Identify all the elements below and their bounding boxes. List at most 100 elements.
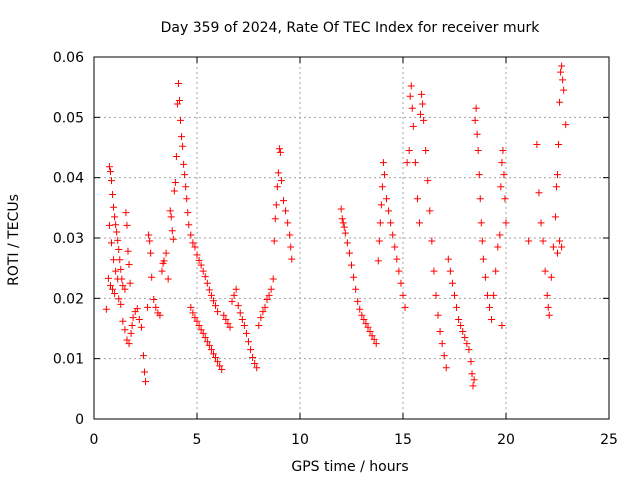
data-point — [535, 189, 543, 197]
data-point — [184, 209, 192, 217]
data-point — [267, 285, 275, 293]
data-point — [525, 237, 533, 245]
data-points — [102, 62, 570, 390]
data-point — [434, 311, 442, 319]
data-point — [261, 303, 269, 311]
data-point — [173, 100, 181, 108]
data-point — [150, 296, 158, 304]
data-point — [158, 267, 166, 275]
data-point — [468, 370, 476, 378]
data-point — [209, 350, 217, 358]
data-point — [375, 237, 383, 245]
data-point — [343, 239, 351, 247]
data-point — [362, 320, 370, 328]
data-point — [122, 209, 130, 217]
data-point — [364, 323, 372, 331]
data-point — [224, 320, 232, 328]
data-point — [271, 215, 279, 223]
data-point — [187, 303, 195, 311]
data-point — [442, 364, 450, 372]
data-point — [255, 321, 263, 329]
data-point — [463, 340, 471, 348]
data-point — [112, 267, 120, 275]
data-point — [182, 183, 190, 191]
data-point — [259, 308, 267, 316]
data-point — [391, 243, 399, 251]
data-point — [555, 140, 563, 148]
data-point — [383, 195, 391, 203]
data-point — [389, 231, 397, 239]
data-point — [490, 291, 498, 299]
data-point — [409, 122, 417, 130]
data-point — [287, 243, 295, 251]
data-point — [162, 249, 170, 257]
data-point — [401, 303, 409, 311]
x-tick-label: 15 — [394, 432, 412, 448]
data-point — [479, 255, 487, 263]
data-point — [539, 237, 547, 245]
data-point — [339, 219, 347, 227]
data-point — [189, 309, 197, 317]
data-point — [461, 334, 469, 342]
data-point — [114, 236, 122, 244]
data-point — [128, 321, 136, 329]
x-tick-label: 10 — [291, 432, 309, 448]
data-point — [545, 311, 553, 319]
data-point — [397, 279, 405, 287]
data-point — [428, 237, 436, 245]
y-axis-label: ROTI / TECUs — [6, 194, 22, 286]
data-point — [488, 315, 496, 323]
data-point — [562, 121, 570, 129]
x-tick-label: 5 — [193, 432, 202, 448]
data-point — [137, 323, 145, 331]
data-point — [492, 267, 500, 275]
data-point — [554, 171, 561, 179]
data-point — [274, 169, 282, 177]
data-point — [472, 104, 480, 112]
data-point — [245, 338, 252, 346]
y-tick-label: 0.01 — [53, 352, 84, 368]
data-point — [552, 183, 560, 191]
data-point — [189, 239, 197, 247]
data-point — [340, 223, 348, 231]
data-point — [169, 235, 177, 243]
data-point — [111, 290, 119, 298]
data-point — [109, 191, 117, 199]
data-point — [193, 317, 201, 325]
data-point — [444, 255, 452, 263]
data-point — [282, 207, 290, 215]
data-point — [124, 247, 132, 255]
data-point — [465, 346, 473, 354]
data-point — [171, 178, 179, 186]
data-point — [502, 219, 510, 227]
data-point — [234, 302, 242, 310]
data-point — [133, 305, 141, 313]
data-point — [424, 177, 432, 185]
data-point — [209, 297, 217, 305]
data-point — [476, 195, 484, 203]
data-point — [475, 171, 483, 179]
data-point — [558, 243, 566, 251]
data-point — [440, 352, 448, 360]
data-point — [380, 171, 388, 179]
plot-frame — [93, 56, 610, 420]
data-point — [110, 203, 118, 211]
data-point — [180, 160, 188, 168]
data-point — [483, 291, 491, 299]
data-point — [195, 321, 203, 329]
data-point — [195, 256, 203, 264]
data-point — [220, 311, 228, 319]
data-point — [358, 311, 366, 319]
grid-layer — [94, 57, 609, 419]
data-point — [415, 219, 423, 227]
data-point — [498, 321, 506, 329]
data-point — [498, 159, 506, 167]
data-point — [172, 153, 180, 161]
data-point — [549, 243, 557, 251]
data-point — [146, 237, 154, 245]
x-axis-label: GPS time / hours — [291, 459, 408, 475]
x-tick-label: 25 — [600, 432, 618, 448]
data-point — [387, 219, 395, 227]
data-point — [543, 291, 551, 299]
data-point — [148, 273, 156, 281]
